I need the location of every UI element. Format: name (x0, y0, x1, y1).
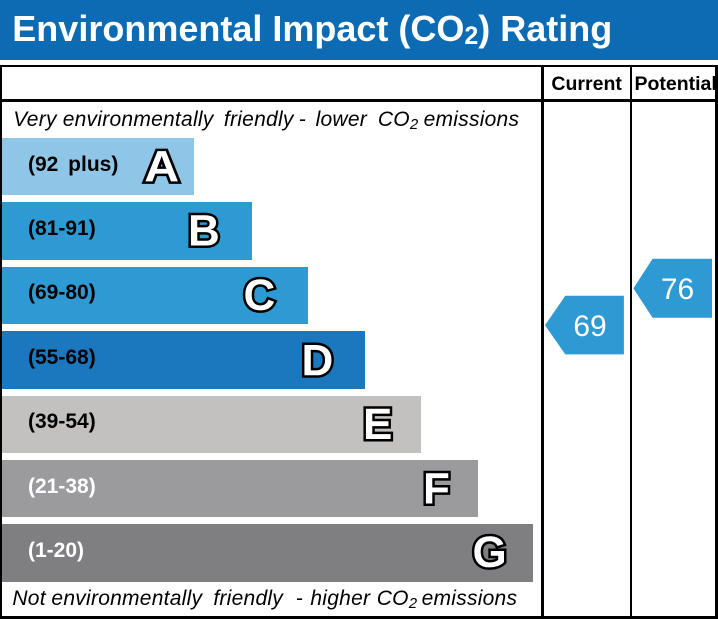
svg-text:76: 76 (661, 273, 694, 306)
svg-text:69: 69 (573, 310, 606, 343)
